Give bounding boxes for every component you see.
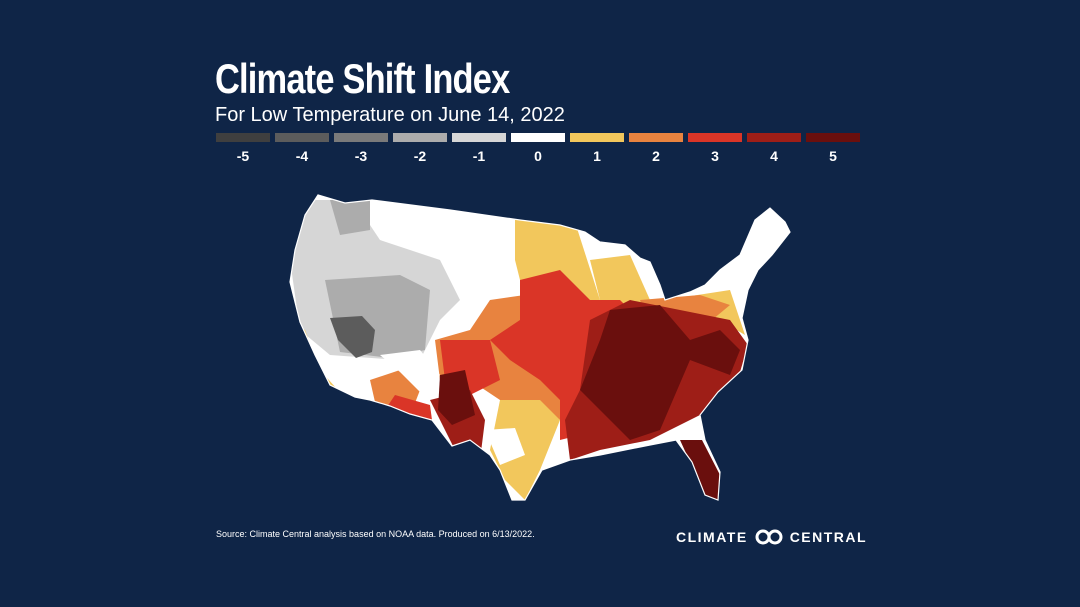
page-subtitle: For Low Temperature on June 14, 2022 xyxy=(215,104,565,126)
region-cooler-2 xyxy=(325,275,430,358)
region-warmer-5 xyxy=(580,305,740,440)
legend-swatch xyxy=(393,133,447,142)
legend-swatch xyxy=(688,133,742,142)
legend-swatch xyxy=(452,133,506,142)
legend-label: -1 xyxy=(472,148,486,164)
legend-item: 2 xyxy=(629,133,683,164)
legend-item: 3 xyxy=(688,133,742,164)
legend-swatch xyxy=(511,133,565,142)
legend-label: 1 xyxy=(593,148,601,164)
region-neutral-tx xyxy=(485,428,525,465)
region-cooler-4 xyxy=(330,316,375,358)
legend-label: 2 xyxy=(652,148,660,164)
legend-item: 0 xyxy=(511,133,565,164)
source-note: Source: Climate Central analysis based o… xyxy=(216,529,535,539)
legend-label: -4 xyxy=(295,148,309,164)
legend-item: -5 xyxy=(216,133,270,164)
legend-label: -3 xyxy=(354,148,368,164)
legend-item: -3 xyxy=(334,133,388,164)
climate-central-logo: CLIMATE CENTRAL xyxy=(676,529,867,545)
region-warmer-1d xyxy=(490,395,560,500)
legend-item: 1 xyxy=(570,133,624,164)
legend-swatch xyxy=(275,133,329,142)
logo-rings-icon xyxy=(755,529,783,545)
color-legend: -5 -4 -3 -2 -1 0 1 2 3 4 5 xyxy=(216,133,860,164)
legend-swatch xyxy=(806,133,860,142)
legend-swatch xyxy=(216,133,270,142)
legend-swatch xyxy=(570,133,624,142)
legend-item: -4 xyxy=(275,133,329,164)
legend-label: 5 xyxy=(829,148,837,164)
legend-label: 0 xyxy=(534,148,542,164)
region-cooler-2b xyxy=(330,200,370,235)
legend-swatch xyxy=(747,133,801,142)
region-warmer-1b xyxy=(590,255,650,310)
legend-label: -2 xyxy=(413,148,427,164)
legend-label: 3 xyxy=(711,148,719,164)
legend-item: 5 xyxy=(806,133,860,164)
logo-text-right: CENTRAL xyxy=(789,529,868,545)
region-warmer-5b xyxy=(680,440,720,500)
logo-text-left: CLIMATE xyxy=(676,529,748,545)
legend-item: -2 xyxy=(393,133,447,164)
legend-label: 4 xyxy=(770,148,778,164)
legend-item: -1 xyxy=(452,133,506,164)
legend-swatch xyxy=(334,133,388,142)
page-title: Climate Shift Index xyxy=(215,55,510,102)
legend-label: -5 xyxy=(236,148,250,164)
legend-swatch xyxy=(629,133,683,142)
legend-item: 4 xyxy=(747,133,801,164)
region-neutral-sw xyxy=(380,350,440,392)
region-warmer-5c xyxy=(438,370,475,425)
